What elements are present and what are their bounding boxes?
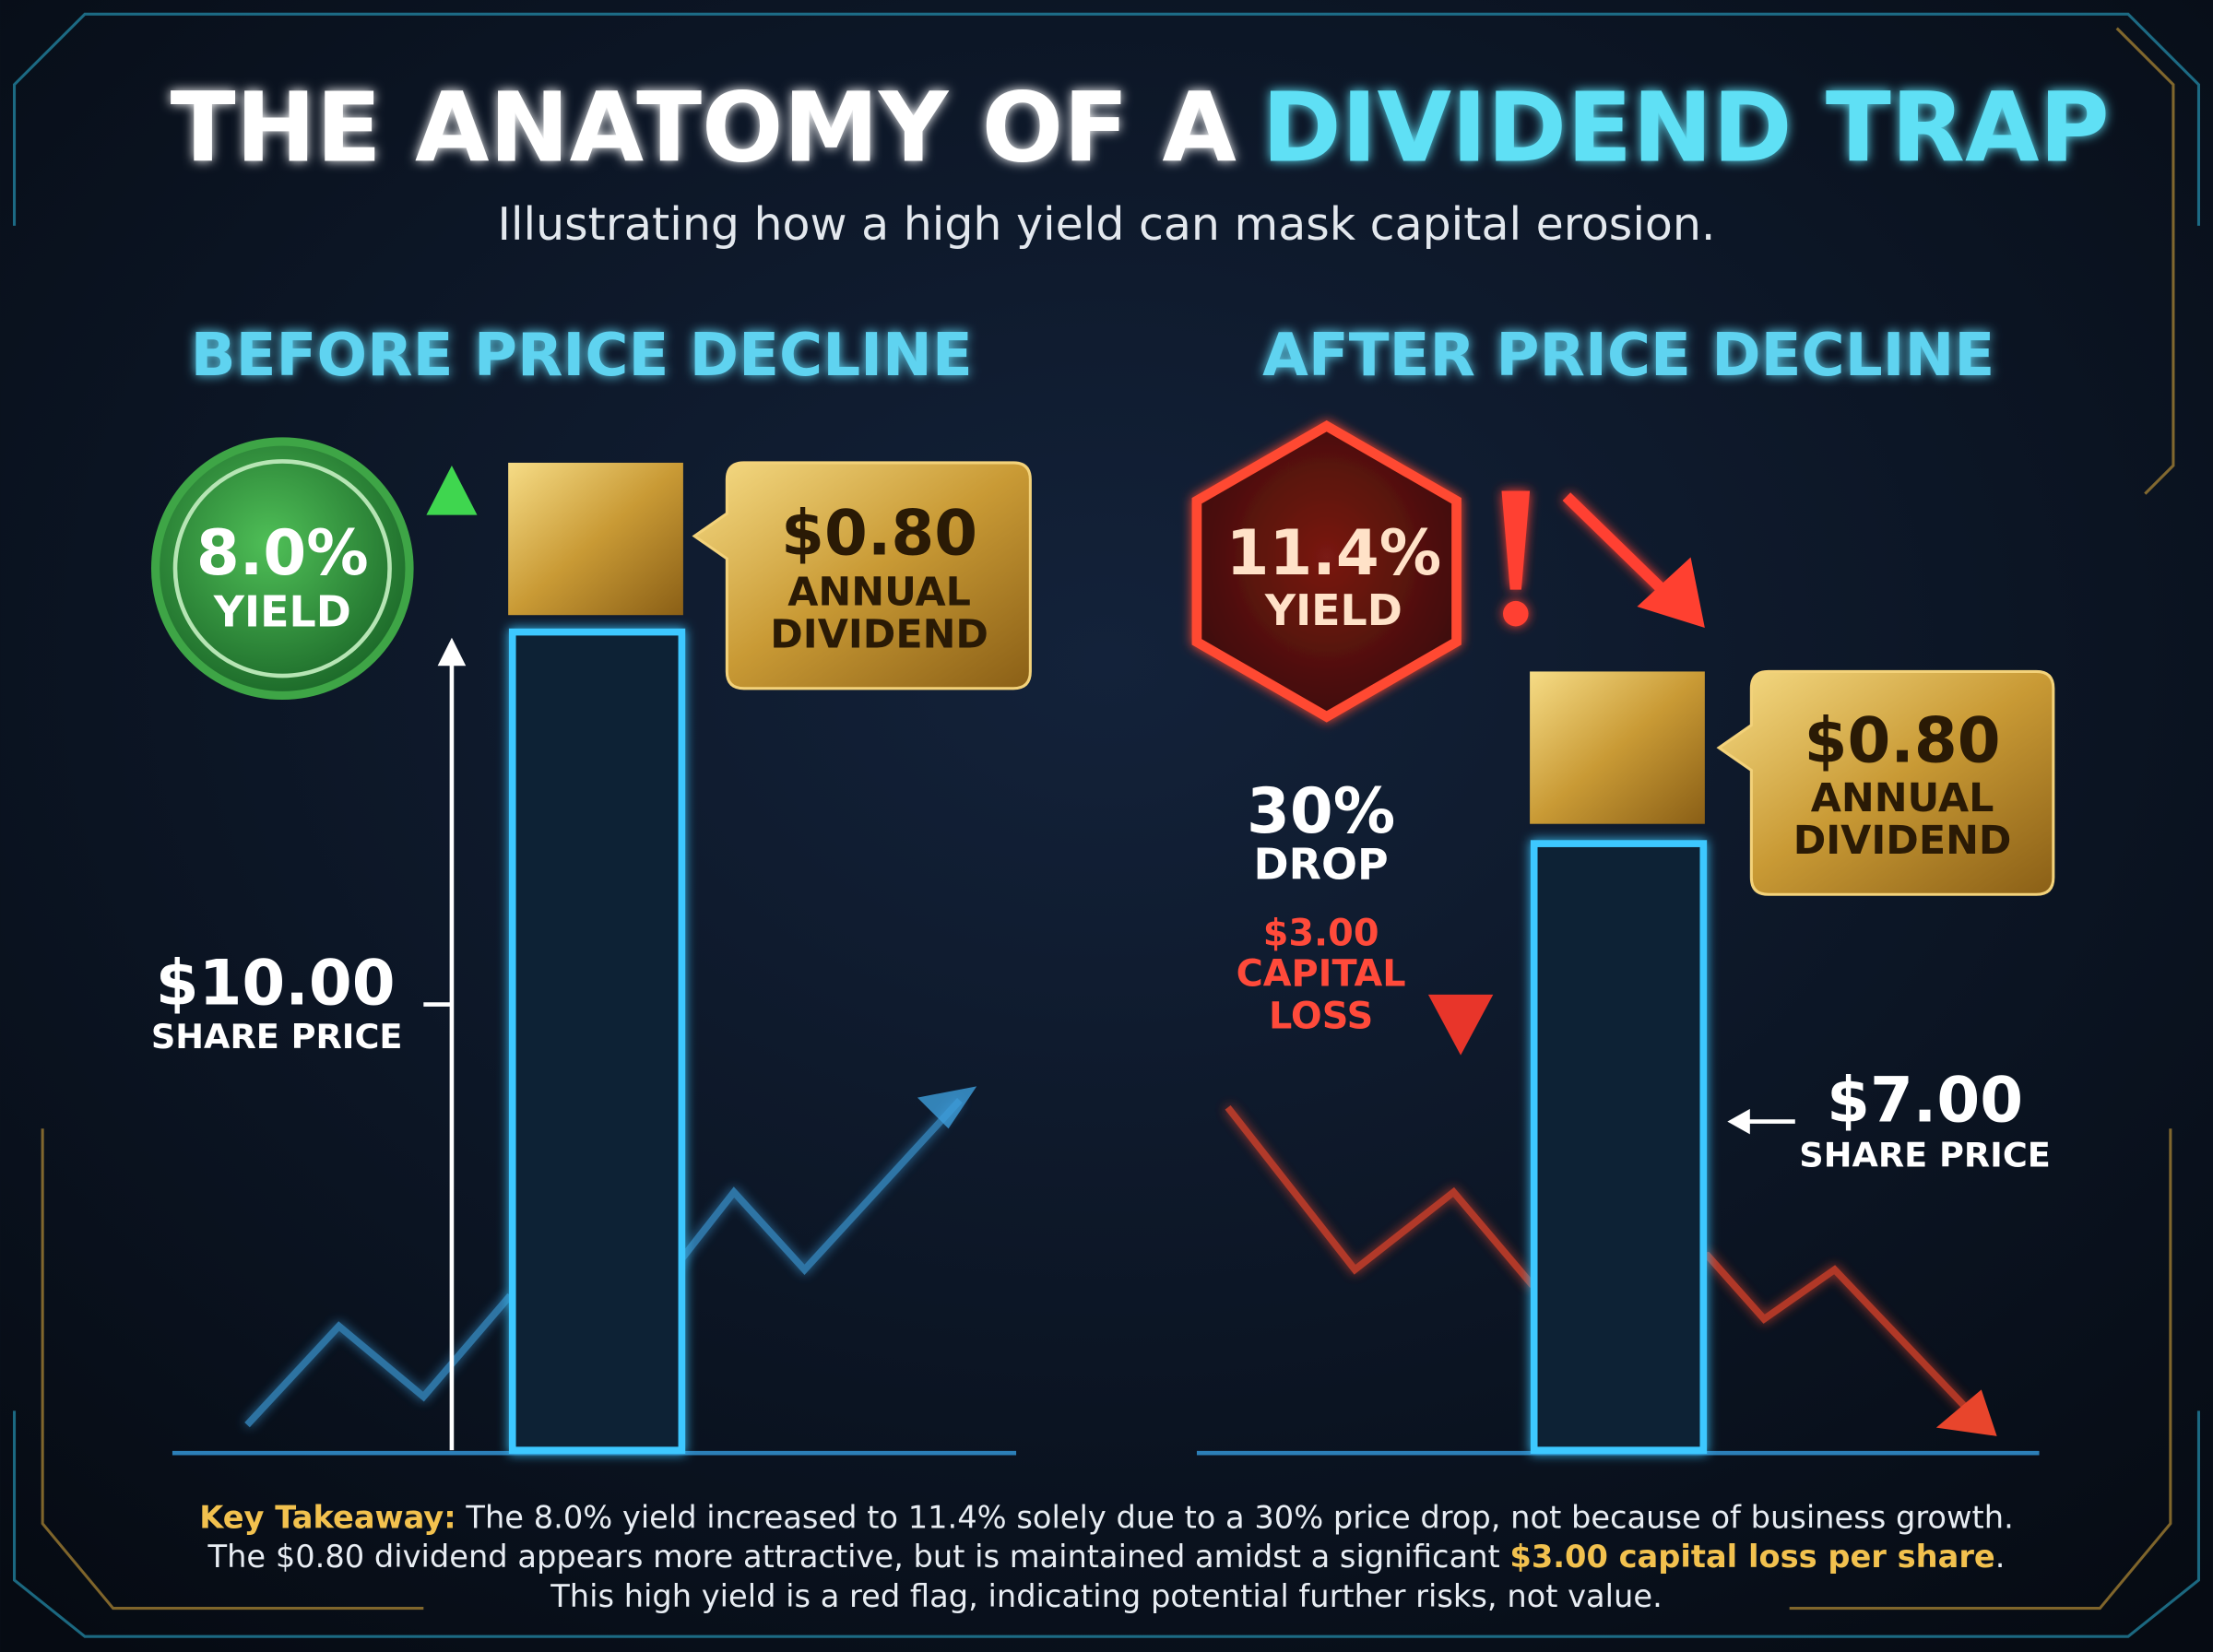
dividend-block — [508, 462, 683, 616]
dividend-value: $0.80 — [781, 497, 977, 569]
price-value: $10.00 — [156, 948, 396, 1020]
up-arrowhead — [426, 466, 478, 515]
frame — [13, 12, 2200, 1638]
price-value: $7.00 — [1827, 1065, 2023, 1137]
price-arrowhead — [437, 637, 467, 667]
dividend-label: DIVIDEND — [770, 611, 988, 657]
loss-label: CAPITAL — [1237, 953, 1406, 996]
takeaway-text: This high yield is a red flag, indicatin… — [550, 1578, 1663, 1614]
yield-label: YIELD — [1264, 585, 1402, 635]
down-right-arrowhead — [1637, 557, 1705, 628]
dividend-label: ANNUAL — [1811, 775, 1994, 821]
title-highlight: DIVIDEND TRAP — [1261, 71, 2109, 183]
dividend-badge — [692, 461, 1032, 690]
price-label: SHARE PRICE — [151, 1017, 403, 1056]
warning-icon — [1501, 490, 1531, 627]
price-bar — [508, 628, 686, 1454]
drop-label: DROP — [1254, 839, 1389, 889]
down-right-arrow — [1562, 492, 1673, 600]
takeaway: Key Takeaway: The 8.0% yield increased t… — [199, 1499, 2014, 1614]
takeaway-line: Key Takeaway: The 8.0% yield increased t… — [199, 1499, 2014, 1535]
trend-down-arrowhead — [1935, 1389, 1997, 1436]
yield-label: YIELD — [213, 586, 351, 636]
yield-badge — [1191, 419, 1462, 723]
title-plain: THE ANATOMY OF A — [171, 71, 1237, 183]
price-pointer-head — [1727, 1108, 1750, 1135]
takeaway-line: This high yield is a red flag, indicatin… — [550, 1578, 1663, 1614]
takeaway-text: The $0.80 dividend appears more attracti… — [207, 1539, 1510, 1575]
loss-label: LOSS — [1269, 996, 1373, 1038]
yield-value: 8.0% — [196, 517, 369, 589]
drop-value: 30% — [1247, 775, 1395, 847]
takeaway-highlight: $3.00 capital loss per share — [1509, 1539, 1994, 1575]
loss-label: $3.00 — [1263, 912, 1379, 954]
dividend-block — [1530, 671, 1705, 824]
before-heading: BEFORE PRICE DECLINE — [191, 321, 973, 390]
yield-badge-ring — [172, 459, 392, 678]
takeaway-highlight: Key Takeaway: — [199, 1499, 456, 1535]
drop-arrowhead — [1427, 994, 1494, 1056]
subtitle: Illustrating how a high yield can mask c… — [497, 198, 1715, 251]
dividend-label: ANNUAL — [787, 570, 971, 616]
takeaway-line: The $0.80 dividend appears more attracti… — [207, 1539, 2006, 1575]
title: THE ANATOMY OF A DIVIDEND TRAP — [4, 71, 2210, 183]
yield-badge — [150, 437, 414, 701]
after-heading: AFTER PRICE DECLINE — [1262, 321, 1994, 390]
takeaway-text: . — [1995, 1539, 2006, 1575]
dividend-label: DIVIDEND — [1793, 818, 2012, 864]
price-label: SHARE PRICE — [1799, 1136, 2051, 1175]
dividend-badge — [1716, 669, 2055, 896]
yield-value: 11.4% — [1226, 517, 1442, 589]
trend-up-arrowhead — [917, 1086, 977, 1129]
dividend-value: $0.80 — [1805, 704, 2001, 776]
takeaway-text: The 8.0% yield increased to 11.4% solely… — [456, 1499, 2014, 1535]
price-bar — [1530, 840, 1708, 1454]
